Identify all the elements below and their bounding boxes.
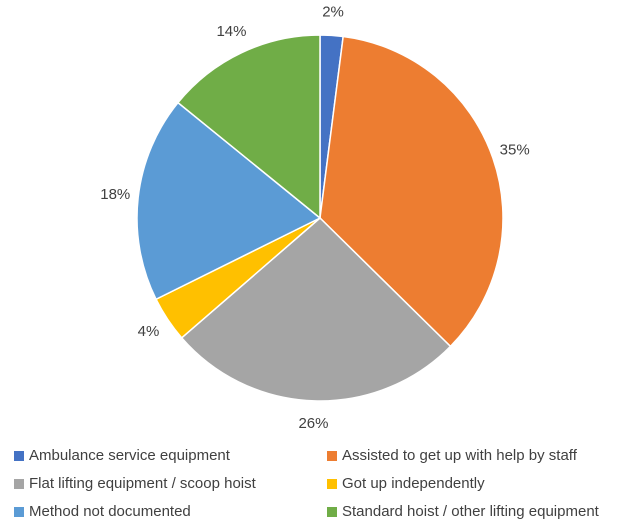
legend-swatch — [14, 507, 24, 517]
legend-label: Flat lifting equipment / scoop hoist — [29, 475, 257, 492]
data-label: 4% — [138, 323, 160, 340]
legend-label: Got up independently — [342, 475, 485, 492]
pie-slice — [180, 216, 452, 402]
data-label: 26% — [298, 415, 328, 432]
legend-swatch — [327, 479, 337, 489]
legend-swatch — [14, 479, 24, 489]
pie-slice — [136, 101, 322, 301]
pie-slice — [319, 35, 504, 348]
legend-label: Ambulance service equipment — [29, 447, 231, 464]
data-label: 35% — [500, 142, 530, 159]
pie-slice — [176, 34, 321, 220]
legend-label: Method not documented — [29, 503, 191, 520]
legend-swatch — [327, 507, 337, 517]
data-label: 18% — [100, 186, 130, 203]
data-label: 14% — [216, 23, 246, 40]
legend-swatch — [14, 451, 24, 461]
legend-swatch — [327, 451, 337, 461]
legend-label: Assisted to get up with help by staff — [342, 447, 578, 464]
data-label: 2% — [322, 3, 344, 20]
legend-label: Standard hoist / other lifting equipment — [342, 503, 600, 520]
